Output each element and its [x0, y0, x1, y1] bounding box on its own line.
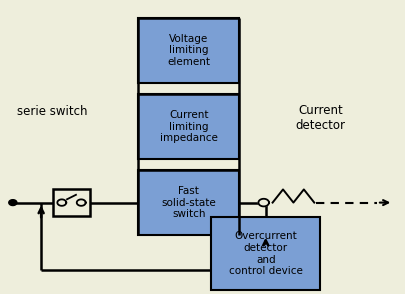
FancyBboxPatch shape [138, 171, 239, 235]
Text: Voltage
limiting
element: Voltage limiting element [167, 34, 210, 67]
Text: serie switch: serie switch [17, 105, 87, 118]
Polygon shape [57, 199, 66, 206]
FancyBboxPatch shape [138, 94, 239, 159]
Polygon shape [77, 199, 85, 206]
FancyBboxPatch shape [53, 189, 90, 216]
Polygon shape [258, 199, 268, 206]
Text: Current
limiting
impedance: Current limiting impedance [160, 110, 217, 143]
Text: Fast
solid-state
switch: Fast solid-state switch [161, 186, 216, 219]
Text: Current
detector: Current detector [294, 104, 345, 132]
Text: Overcurrent
detector
and
control device: Overcurrent detector and control device [228, 231, 302, 276]
Polygon shape [9, 200, 17, 206]
FancyBboxPatch shape [138, 18, 239, 83]
FancyBboxPatch shape [211, 217, 320, 290]
